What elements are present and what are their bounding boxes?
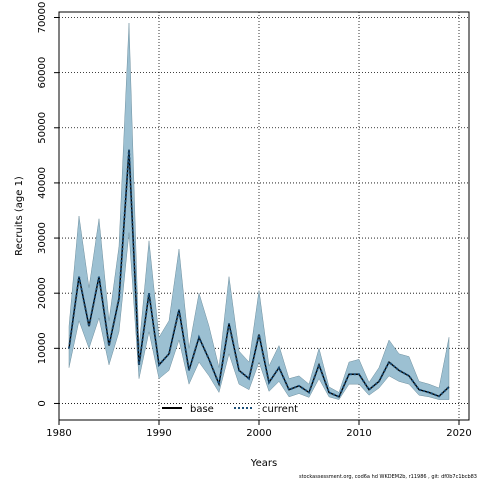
plot-frame xyxy=(58,11,470,421)
x-tick-label-1980: 1980 xyxy=(46,428,71,439)
y-tick-label-60000: 60000 xyxy=(37,57,48,89)
x-tick-label-1990: 1990 xyxy=(146,428,171,439)
y-tick-label-70000: 70000 xyxy=(37,2,48,34)
y-tick-label-40000: 40000 xyxy=(37,167,48,199)
x-axis: 1980 1990 2000 2010 2020 xyxy=(46,420,472,439)
y-axis-label: Recruits (age 1) xyxy=(14,176,25,256)
y-tick-label-20000: 20000 xyxy=(37,277,48,309)
x-tick-label-2010: 2010 xyxy=(346,428,371,439)
footer-credit: stockassessment.org, cod6a hd WKDEM2b, r… xyxy=(299,474,477,480)
x-tick-label-2020: 2020 xyxy=(446,428,471,439)
legend: base current xyxy=(162,404,298,415)
series-line-current xyxy=(68,149,450,399)
y-axis: 0 10000 20000 30000 40000 50000 60000 70000 xyxy=(37,2,59,407)
legend-label-current: current xyxy=(262,404,298,415)
y-tick-label-0: 0 xyxy=(37,400,48,406)
confidence-band xyxy=(68,23,450,400)
x-tick-label-2000: 2000 xyxy=(246,428,271,439)
y-tick-label-30000: 30000 xyxy=(37,222,48,254)
y-tick-label-10000: 10000 xyxy=(37,332,48,364)
y-tick-label-50000: 50000 xyxy=(37,112,48,144)
legend-label-base: base xyxy=(190,404,214,415)
x-axis-label: Years xyxy=(250,458,277,469)
